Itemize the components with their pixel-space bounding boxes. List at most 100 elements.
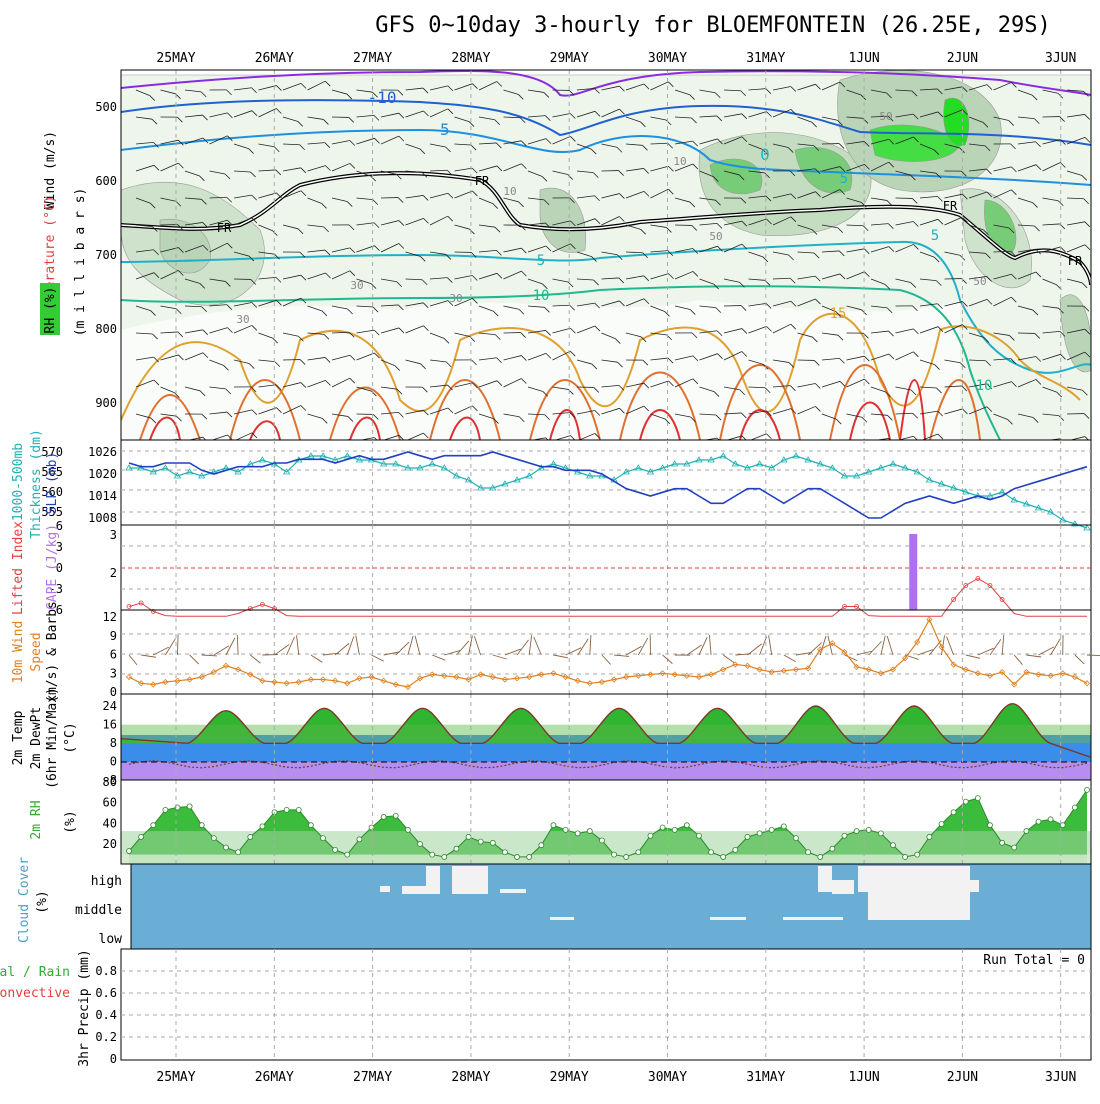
label-temp-c: (6hr Min/Max) — [45, 687, 60, 789]
temp-band-low — [121, 743, 1091, 762]
wind-barb — [283, 441, 299, 444]
wind-barb — [798, 441, 813, 445]
rh-marker — [527, 854, 532, 859]
wind-barb-flag — [521, 440, 526, 445]
wind-barb — [455, 441, 471, 444]
rh-marker — [890, 843, 895, 848]
rh-marker — [502, 850, 507, 855]
contour-label: FR — [475, 174, 490, 188]
wind10-barb — [141, 655, 156, 657]
wind10-barb — [881, 636, 885, 655]
label-temp-a: 2m Temp — [11, 710, 26, 765]
rh-marker — [442, 854, 447, 859]
rh-marker — [757, 831, 762, 836]
rh-marker — [636, 850, 641, 855]
label-temp-d: (°C) — [63, 722, 78, 753]
rh-marker — [1036, 819, 1041, 824]
label-lifted: Lifted Index — [11, 521, 26, 615]
wind10-barb — [590, 635, 591, 655]
wind10-barb — [1002, 635, 1004, 655]
wind-barb-flag — [813, 445, 818, 450]
wind-barb — [1092, 434, 1100, 441]
wind10-barb — [250, 655, 260, 663]
wind10-barb — [1051, 638, 1061, 655]
rh-marker — [260, 824, 265, 829]
top-date-label: 2JUN — [947, 51, 978, 66]
wind-barb — [773, 441, 787, 446]
contour-label: 30 — [449, 292, 462, 305]
top-date-label: 30MAY — [648, 51, 687, 66]
rh-marker — [624, 854, 629, 859]
wind10-barb — [614, 655, 629, 656]
wind-barb — [259, 441, 274, 446]
wind-barb-flag — [444, 446, 449, 451]
precip-tick: 0.8 — [95, 964, 117, 978]
wind-barb — [651, 441, 667, 442]
wind-barb — [602, 441, 616, 446]
wind10-barb — [396, 642, 409, 655]
y-tick-label: 0 — [110, 685, 117, 699]
wind-barb — [945, 441, 959, 447]
rh-marker — [927, 834, 932, 839]
wind-barb — [1092, 304, 1100, 306]
wind10-barb — [517, 640, 529, 655]
cloud-block — [832, 880, 854, 894]
label-upper-rh: RH (%) — [43, 287, 58, 334]
rh-marker — [963, 799, 968, 804]
cloud-level-label: high — [91, 874, 122, 889]
rh-marker — [575, 831, 580, 836]
rh-marker — [1072, 805, 1077, 810]
rh-marker — [915, 852, 920, 857]
wind10-barb — [820, 636, 826, 655]
bottom-date-label: 31MAY — [746, 1070, 785, 1085]
wind10-barb — [415, 636, 420, 655]
y-tick-label: 20 — [103, 837, 117, 851]
precip-tick: 0 — [110, 1052, 117, 1066]
rh-marker — [830, 846, 835, 851]
contour-label: -5 — [430, 120, 449, 139]
cloud-block — [955, 876, 965, 890]
wind10-barb — [578, 639, 588, 655]
cloud-block — [550, 917, 574, 920]
cloud-block — [783, 917, 843, 920]
rh-marker — [1000, 840, 1005, 845]
wind10-barb — [129, 655, 137, 665]
pressure-tick: 700 — [95, 248, 117, 262]
label-cloud-a: Cloud Cover — [17, 857, 32, 943]
rh-marker — [418, 842, 423, 847]
cloud-block — [868, 892, 970, 920]
rh-marker — [248, 834, 253, 839]
contour-label: 50 — [709, 230, 722, 243]
wind-barb — [626, 441, 641, 444]
wind-barb-flag — [616, 446, 621, 451]
cloud-level-label: middle — [75, 903, 122, 918]
wind-barb-flag — [641, 444, 646, 449]
top-date-label: 3JUN — [1045, 51, 1076, 66]
top-date-label: 28MAY — [451, 51, 490, 66]
rh-marker — [612, 852, 617, 857]
pressure-tick: 900 — [95, 396, 117, 410]
label-temp-b: 2m DewPt — [29, 707, 44, 770]
contour-label: 10 — [976, 378, 993, 394]
y-tick-label: 1008 — [88, 511, 117, 525]
wind10-barb — [638, 638, 647, 655]
y-tick-label: 0 — [110, 755, 117, 769]
wind10-barb — [534, 637, 542, 655]
contour-label: FR — [217, 221, 232, 235]
rh-marker — [454, 846, 459, 851]
label-precip-c: 3hr Precip (mm) — [77, 949, 92, 1066]
rh-marker — [1085, 787, 1090, 792]
rh-marker — [393, 813, 398, 818]
precip-tick: 0.4 — [95, 1008, 117, 1022]
rh-marker — [599, 838, 604, 843]
wind10-barb — [808, 643, 822, 655]
rh-marker — [878, 831, 883, 836]
rh-marker — [781, 824, 786, 829]
bottom-date-label: 1JUN — [848, 1070, 879, 1085]
label-rh-b: (%) — [63, 810, 78, 833]
wind10-barb — [1026, 655, 1041, 657]
y-tick-label: 1014 — [88, 489, 117, 503]
temp-contents — [121, 704, 1091, 780]
